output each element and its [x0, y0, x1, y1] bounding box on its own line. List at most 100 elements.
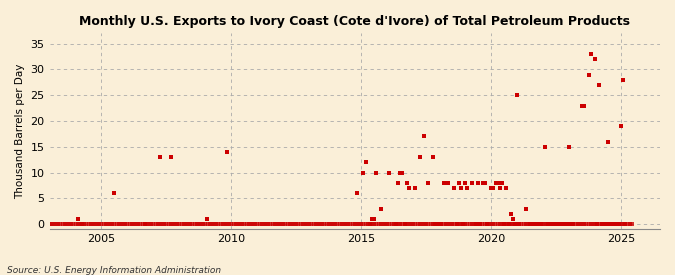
- Point: [416, 222, 427, 226]
- Point: [397, 170, 408, 175]
- Point: [300, 222, 310, 226]
- Point: [371, 222, 382, 226]
- Point: [481, 222, 492, 226]
- Point: [466, 222, 477, 226]
- Point: [601, 222, 612, 226]
- Point: [499, 222, 510, 226]
- Point: [99, 222, 109, 226]
- Point: [68, 222, 79, 226]
- Point: [310, 222, 321, 226]
- Point: [418, 134, 429, 139]
- Point: [568, 222, 579, 226]
- Point: [458, 222, 468, 226]
- Point: [180, 222, 191, 226]
- Point: [594, 83, 605, 87]
- Point: [373, 222, 384, 226]
- Point: [576, 222, 587, 226]
- Point: [269, 222, 280, 226]
- Point: [304, 222, 315, 226]
- Point: [492, 181, 503, 185]
- Point: [466, 181, 477, 185]
- Point: [520, 222, 531, 226]
- Point: [185, 222, 196, 226]
- Point: [59, 222, 70, 226]
- Point: [369, 217, 379, 221]
- Point: [544, 222, 555, 226]
- Point: [280, 222, 291, 226]
- Point: [155, 222, 165, 226]
- Point: [562, 222, 572, 226]
- Point: [520, 207, 531, 211]
- Point: [442, 181, 453, 185]
- Point: [228, 222, 239, 226]
- Point: [531, 222, 542, 226]
- Point: [135, 222, 146, 226]
- Point: [427, 222, 438, 226]
- Point: [585, 52, 596, 56]
- Point: [566, 222, 576, 226]
- Point: [614, 222, 624, 226]
- Point: [576, 103, 587, 108]
- Point: [221, 150, 232, 154]
- Point: [371, 170, 382, 175]
- Point: [458, 222, 468, 226]
- Point: [202, 222, 213, 226]
- Point: [454, 222, 464, 226]
- Point: [616, 124, 626, 128]
- Point: [570, 222, 581, 226]
- Point: [47, 222, 57, 226]
- Point: [412, 222, 423, 226]
- Point: [174, 222, 185, 226]
- Point: [503, 222, 514, 226]
- Point: [449, 186, 460, 190]
- Point: [295, 222, 306, 226]
- Point: [137, 222, 148, 226]
- Point: [592, 222, 603, 226]
- Point: [241, 222, 252, 226]
- Point: [235, 222, 246, 226]
- Point: [555, 222, 566, 226]
- Point: [367, 222, 377, 226]
- Point: [564, 145, 574, 149]
- Point: [579, 222, 590, 226]
- Point: [187, 222, 198, 226]
- Point: [273, 222, 284, 226]
- Text: Source: U.S. Energy Information Administration: Source: U.S. Energy Information Administ…: [7, 266, 221, 275]
- Point: [323, 222, 334, 226]
- Point: [508, 222, 518, 226]
- Point: [578, 103, 589, 108]
- Point: [451, 222, 462, 226]
- Point: [205, 222, 215, 226]
- Point: [505, 212, 516, 216]
- Point: [501, 222, 512, 226]
- Point: [475, 222, 486, 226]
- Point: [103, 222, 113, 226]
- Point: [176, 222, 187, 226]
- Point: [494, 222, 505, 226]
- Point: [198, 222, 209, 226]
- Point: [460, 222, 470, 226]
- Point: [620, 222, 630, 226]
- Point: [109, 191, 120, 196]
- Point: [369, 222, 379, 226]
- Point: [423, 181, 433, 185]
- Point: [564, 222, 574, 226]
- Point: [165, 222, 176, 226]
- Point: [393, 222, 404, 226]
- Point: [431, 222, 442, 226]
- Point: [70, 222, 81, 226]
- Point: [284, 222, 295, 226]
- Point: [124, 222, 135, 226]
- Point: [61, 222, 72, 226]
- Point: [282, 222, 293, 226]
- Point: [626, 222, 637, 226]
- Point: [518, 222, 529, 226]
- Point: [364, 222, 375, 226]
- Y-axis label: Thousand Barrels per Day: Thousand Barrels per Day: [15, 64, 25, 199]
- Point: [111, 222, 122, 226]
- Point: [603, 139, 614, 144]
- Point: [479, 222, 490, 226]
- Point: [445, 222, 456, 226]
- Point: [377, 222, 388, 226]
- Point: [522, 222, 533, 226]
